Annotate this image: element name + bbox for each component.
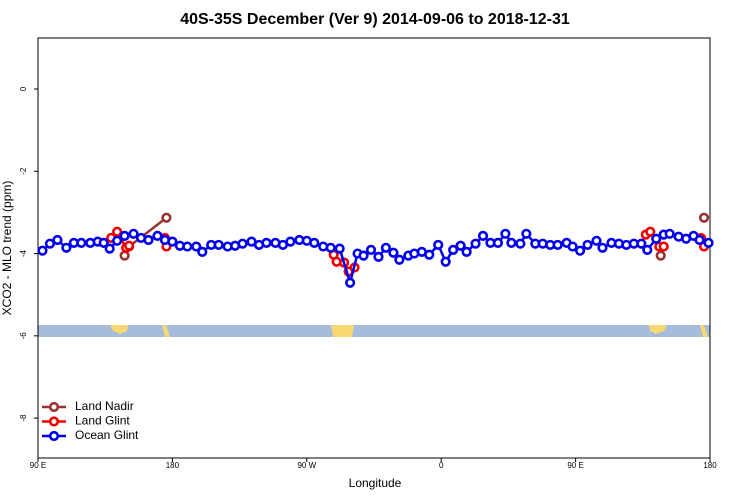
map-strip (38, 325, 710, 337)
data-point (651, 233, 662, 244)
data-point (123, 240, 135, 251)
data-point (582, 239, 593, 251)
land (700, 325, 708, 337)
data-point (213, 239, 224, 251)
y-tick-label: 0 (19, 86, 28, 91)
data-point (440, 256, 451, 267)
y-tick-label: -2 (19, 167, 28, 175)
data-point (44, 238, 56, 249)
data-point (119, 230, 130, 241)
data-point (104, 243, 115, 254)
land (110, 325, 128, 334)
data-point (597, 242, 608, 253)
x-tick-label: 0 (439, 461, 444, 470)
data-point (448, 244, 459, 255)
data-point (703, 237, 714, 248)
data-point (698, 212, 710, 223)
data-point (98, 237, 109, 248)
data-point (574, 245, 586, 256)
legend-label: Ocean Glint (75, 428, 139, 442)
data-point (261, 237, 272, 248)
data-point (645, 226, 656, 237)
data-point (552, 239, 563, 251)
legend-marker (48, 430, 60, 442)
chart-title: 40S-35S December (Ver 9) 2014-09-06 to 2… (180, 11, 570, 28)
data-point (167, 236, 178, 247)
data-point (455, 240, 466, 251)
legend-marker (48, 401, 60, 413)
data-point (694, 234, 705, 246)
x-axis-label: Longitude (349, 476, 402, 490)
y-tick-label: -8 (19, 414, 28, 422)
x-tick-label: 180 (703, 461, 717, 470)
data-point (470, 238, 481, 249)
data-point (373, 251, 384, 262)
data-point (658, 241, 669, 252)
data-point (380, 242, 392, 253)
data-point (655, 250, 666, 261)
data-point (112, 235, 123, 246)
data-point (143, 234, 154, 246)
data-point (492, 237, 504, 248)
data-point (365, 244, 377, 255)
legend-marker (48, 416, 60, 427)
data-point (285, 236, 296, 247)
data-point (521, 228, 532, 239)
data-point (345, 277, 356, 288)
legend-label: Land Nadir (75, 399, 134, 413)
y-tick-label: -4 (19, 249, 28, 257)
x-tick-label: 90 E (567, 461, 583, 470)
data-point (334, 243, 345, 254)
data-point (119, 250, 130, 261)
ocean-strip (38, 325, 710, 337)
land (162, 325, 170, 337)
data-point (500, 228, 511, 239)
data-point (325, 242, 336, 253)
y-tick-label: -6 (19, 332, 28, 340)
data-point (197, 246, 208, 258)
data-point (388, 247, 399, 258)
x-tick-label: 180 (166, 461, 180, 470)
data-point (309, 237, 320, 248)
data-point (515, 238, 526, 249)
data-point (191, 241, 202, 252)
plot-frame (37, 37, 711, 459)
data-point (567, 241, 578, 252)
land (649, 325, 667, 334)
data-point (76, 237, 87, 248)
data-point (591, 235, 602, 246)
data-point (161, 212, 172, 223)
data-point (61, 242, 72, 253)
data-point (394, 254, 405, 265)
data-point (152, 230, 163, 241)
x-tick-label: 90 W (297, 461, 316, 470)
data-point (506, 237, 517, 248)
data-point (642, 244, 653, 255)
data-point (128, 228, 139, 239)
data-point (37, 245, 48, 256)
data-point (636, 238, 647, 249)
x-tick-label: 90 E (30, 461, 46, 470)
data-point (182, 241, 193, 252)
data-point (433, 239, 444, 251)
data-point (52, 234, 63, 246)
data-point (358, 250, 369, 261)
data-point (424, 249, 435, 260)
legend-label: Land Glint (75, 414, 130, 428)
data-point (112, 226, 123, 237)
data-point (477, 230, 489, 241)
data-point (237, 238, 248, 249)
land (331, 325, 354, 337)
data-point (664, 228, 675, 239)
y-axis-label: XCO2 - MLO trend (ppm) (0, 181, 14, 316)
data-point (461, 246, 472, 258)
